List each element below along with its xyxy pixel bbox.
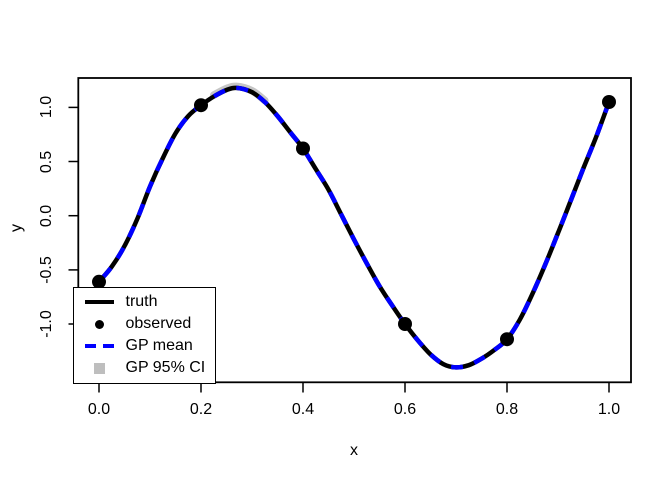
x-tick-label: 0.8 bbox=[495, 401, 519, 418]
gp-ci-square-key-icon bbox=[94, 362, 105, 374]
legend-label: truth bbox=[125, 293, 158, 311]
observed-point bbox=[92, 274, 106, 289]
y-tick-label: 0.0 bbox=[38, 204, 55, 227]
x-tick-label: 0.6 bbox=[393, 401, 417, 418]
gp-mean-line bbox=[97, 85, 612, 370]
axis-ticks bbox=[68, 106, 610, 393]
y-axis-label: y bbox=[8, 224, 25, 232]
plot-box bbox=[77, 77, 632, 384]
observed-point bbox=[500, 332, 514, 347]
y-tick-label: -1.0 bbox=[38, 310, 55, 338]
truth-line-key-icon bbox=[85, 300, 114, 305]
observed-point bbox=[194, 98, 208, 113]
y-tick-label: 0.5 bbox=[38, 150, 55, 173]
plot-marks bbox=[92, 82, 616, 370]
legend: truth observed GP mean GP 95% CI bbox=[72, 287, 216, 384]
legend-item-observed: observed bbox=[74, 316, 215, 332]
x-axis-label: x bbox=[350, 442, 358, 459]
x-tick-label: 0.0 bbox=[87, 401, 111, 418]
observed-point bbox=[602, 95, 616, 109]
legend-label: GP 95% CI bbox=[125, 359, 206, 377]
observed-point bbox=[398, 317, 412, 331]
y-tick-label: -0.5 bbox=[38, 256, 55, 284]
legend-label: GP mean bbox=[125, 337, 193, 355]
x-tick-label: 0.2 bbox=[189, 401, 213, 418]
legend-item-truth: truth bbox=[74, 294, 215, 310]
legend-item-gp-ci: GP 95% CI bbox=[74, 360, 215, 376]
legend-item-gp-mean: GP mean bbox=[74, 338, 215, 354]
x-tick-label: 0.4 bbox=[291, 401, 315, 418]
gp-mean-dash-key-icon bbox=[85, 344, 114, 349]
x-tick-label: 1.0 bbox=[597, 401, 621, 418]
observed-point-key-icon bbox=[95, 319, 104, 329]
observed-point bbox=[296, 141, 310, 156]
legend-label: observed bbox=[125, 315, 192, 333]
y-tick-label: 1.0 bbox=[38, 96, 55, 119]
